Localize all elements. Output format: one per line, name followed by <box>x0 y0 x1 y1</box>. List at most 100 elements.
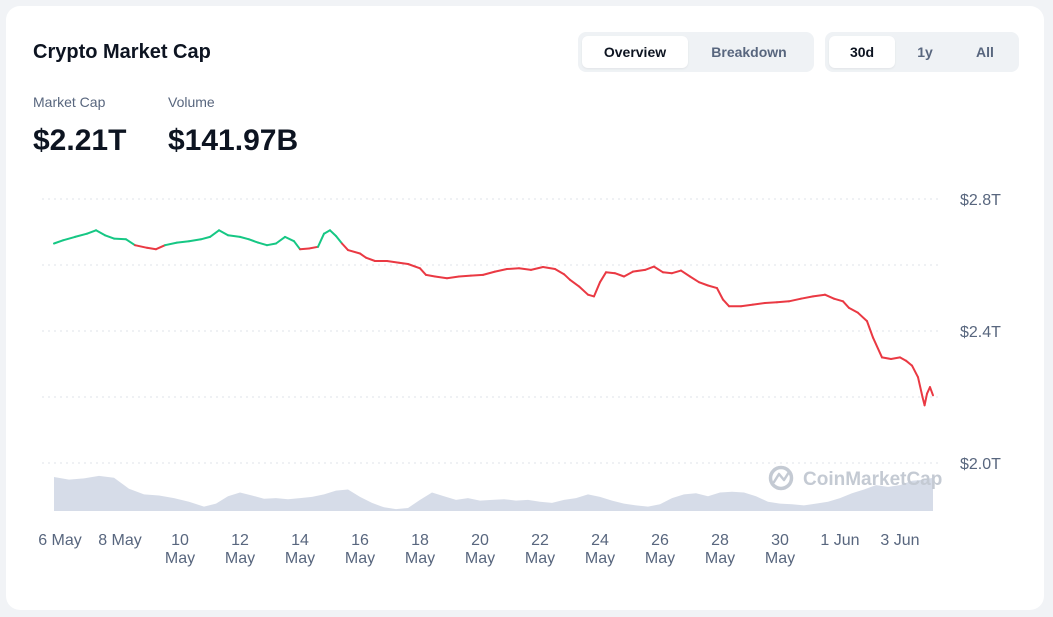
line-segment-52 <box>563 273 571 281</box>
line-segment-55 <box>587 293 595 298</box>
x-tick-label-4: 14 May <box>285 532 315 567</box>
y-tick-label-2: $2.0T <box>960 456 1001 473</box>
line-segment-68 <box>698 281 709 287</box>
widget-title: Crypto Market Cap <box>33 41 211 63</box>
line-segment-18 <box>239 235 250 241</box>
line-segment-77 <box>788 297 802 303</box>
line-segment-33 <box>359 252 367 259</box>
line-segment-3 <box>86 229 97 235</box>
line-segment-75 <box>764 301 778 304</box>
line-segment-63 <box>653 265 664 274</box>
line-segment-0 <box>53 239 64 245</box>
line-segment-11 <box>164 241 178 247</box>
line-segment-47 <box>506 267 520 270</box>
line-segment-65 <box>671 269 682 275</box>
line-segment-88 <box>890 356 901 360</box>
tab-1y[interactable]: 1y <box>917 44 933 60</box>
line-segment-23 <box>284 235 295 243</box>
line-segment-78 <box>800 295 814 300</box>
line-segment-12 <box>176 240 190 244</box>
line-segment-27 <box>317 232 325 248</box>
line-segment-15 <box>209 229 220 238</box>
x-tick-label-14: 3 Jun <box>880 532 919 549</box>
x-tick-label-3: 12 May <box>225 532 255 567</box>
line-segment-24 <box>293 240 301 251</box>
line-segment-50 <box>542 266 556 270</box>
volume-value: $141.97B <box>168 124 299 157</box>
line-segment-90 <box>905 359 913 367</box>
line-segment-38 <box>407 263 421 270</box>
line-segment-13 <box>188 238 202 243</box>
line-segment-74 <box>752 302 766 306</box>
line-segment-9 <box>146 246 157 251</box>
line-segment-7 <box>125 238 136 247</box>
line-segment-34 <box>365 256 376 262</box>
line-segment-58 <box>605 271 616 275</box>
line-segment-4 <box>95 229 106 237</box>
line-segment-60 <box>623 270 634 278</box>
x-tick-label-11: 28 May <box>705 532 735 567</box>
line-segment-91 <box>911 364 919 379</box>
x-tick-label-13: 1 Jun <box>820 532 859 549</box>
y-axis-labels: $2.8T $2.4T $2.0T <box>960 192 1001 473</box>
line-segment-19 <box>248 238 259 244</box>
line-segment-22 <box>275 235 286 245</box>
y-tick-label-1: $2.4T <box>960 324 1001 341</box>
market-cap-value: $2.21T <box>33 124 127 157</box>
line-segment-87 <box>881 356 892 360</box>
line-segment-92 <box>917 376 924 398</box>
market-cap-label: Market Cap <box>33 94 106 110</box>
x-tick-label-8: 22 May <box>525 532 555 567</box>
volume-area <box>54 475 933 511</box>
line-segment-71 <box>722 298 730 308</box>
tab-30d[interactable]: 30d <box>829 36 895 68</box>
line-segment-85 <box>866 320 874 339</box>
line-segment-29 <box>329 229 337 237</box>
line-segment-21 <box>266 242 277 247</box>
line-segment-40 <box>425 273 436 278</box>
tab-breakdown[interactable]: Breakdown <box>711 44 787 60</box>
line-segment-89 <box>899 356 907 362</box>
line-segment-45 <box>482 270 496 276</box>
line-segment-30 <box>335 235 343 245</box>
line-segment-64 <box>662 271 673 275</box>
line-segment-37 <box>398 261 409 265</box>
line-segment-28 <box>323 229 331 235</box>
x-tick-label-6: 18 May <box>405 532 435 567</box>
line-segment-39 <box>419 267 427 276</box>
line-segment-20 <box>257 241 268 247</box>
market-cap-line <box>53 229 934 407</box>
y-tick-label-0: $2.8T <box>960 192 1001 209</box>
line-segment-14 <box>200 235 211 241</box>
line-segment-17 <box>227 234 241 238</box>
line-segment-48 <box>518 267 532 271</box>
tab-overview[interactable]: Overview <box>582 36 688 68</box>
line-segment-94 <box>923 392 928 407</box>
line-segment-86 <box>872 336 883 359</box>
line-segment-46 <box>494 268 508 273</box>
view-tab-group: Overview Breakdown <box>578 32 814 72</box>
tab-all[interactable]: All <box>976 44 994 60</box>
x-tick-label-2: 10 May <box>165 532 195 567</box>
line-segment-96 <box>929 386 934 397</box>
grid-lines <box>42 198 942 464</box>
line-segment-49 <box>530 266 544 271</box>
line-segment-61 <box>632 268 646 273</box>
line-segment-31 <box>341 242 349 252</box>
line-segment-41 <box>434 275 448 280</box>
line-segment-5 <box>104 234 115 240</box>
line-segment-51 <box>554 268 565 276</box>
line-segment-8 <box>134 244 148 249</box>
line-segment-25 <box>299 247 310 251</box>
line-segment-42 <box>446 275 460 280</box>
volume-label: Volume <box>168 94 215 110</box>
line-segment-81 <box>833 297 844 303</box>
line-segment-67 <box>689 275 700 284</box>
watermark: CoinMarketCap <box>768 465 942 491</box>
line-segment-80 <box>824 293 835 300</box>
x-tick-label-0: 6 May <box>38 532 82 549</box>
line-segment-82 <box>842 300 850 309</box>
x-tick-label-1: 8 May <box>98 532 142 549</box>
line-segment-36 <box>386 260 400 264</box>
